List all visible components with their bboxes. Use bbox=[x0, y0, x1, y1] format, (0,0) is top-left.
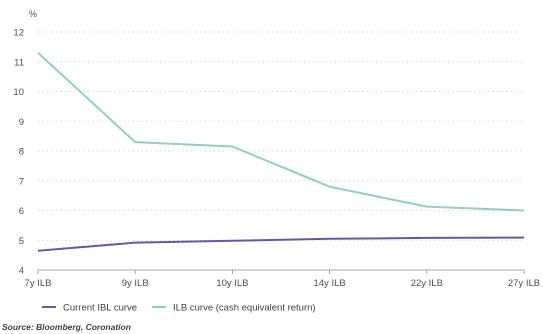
gridlines bbox=[38, 31, 524, 271]
y-tick-label: 12 bbox=[13, 28, 24, 39]
y-tick-label: 6 bbox=[19, 206, 24, 217]
series-line-1 bbox=[37, 52, 525, 212]
series-line-0 bbox=[37, 236, 525, 252]
source-note: Source: Bloomberg, Coronation bbox=[2, 322, 131, 332]
y-unit-label: % bbox=[29, 9, 37, 19]
x-tick-label: 10y ILB bbox=[216, 278, 248, 289]
y-tick-label: 11 bbox=[14, 57, 24, 68]
y-axis: 4 5 6 7 8 9 10 11 12 bbox=[13, 28, 24, 277]
y-tick-label: 4 bbox=[19, 266, 24, 277]
legend: Current IBL curve ILB curve (cash equival… bbox=[42, 303, 316, 314]
x-tick-label: 14y ILB bbox=[313, 278, 345, 289]
x-tick-label: 9y ILB bbox=[122, 278, 149, 289]
x-tick-label: 27y ILB bbox=[508, 278, 540, 289]
x-tick-label: 7y ILB bbox=[25, 278, 52, 289]
y-tick-label: 8 bbox=[19, 147, 24, 158]
y-tick-label: 5 bbox=[19, 236, 24, 247]
y-tick-label: 7 bbox=[19, 176, 24, 187]
series-lines bbox=[37, 52, 525, 252]
x-tick-label: 22y ILB bbox=[411, 278, 443, 289]
legend-label: ILB curve (cash equivalent return) bbox=[173, 303, 316, 314]
y-tick-label: 10 bbox=[13, 87, 24, 98]
legend-label: Current IBL curve bbox=[63, 303, 137, 314]
y-tick-label: 9 bbox=[19, 117, 24, 128]
x-axis: 7y ILB 9y ILB 10y ILB 14y ILB 22y ILB 27y ILB bbox=[25, 269, 540, 289]
